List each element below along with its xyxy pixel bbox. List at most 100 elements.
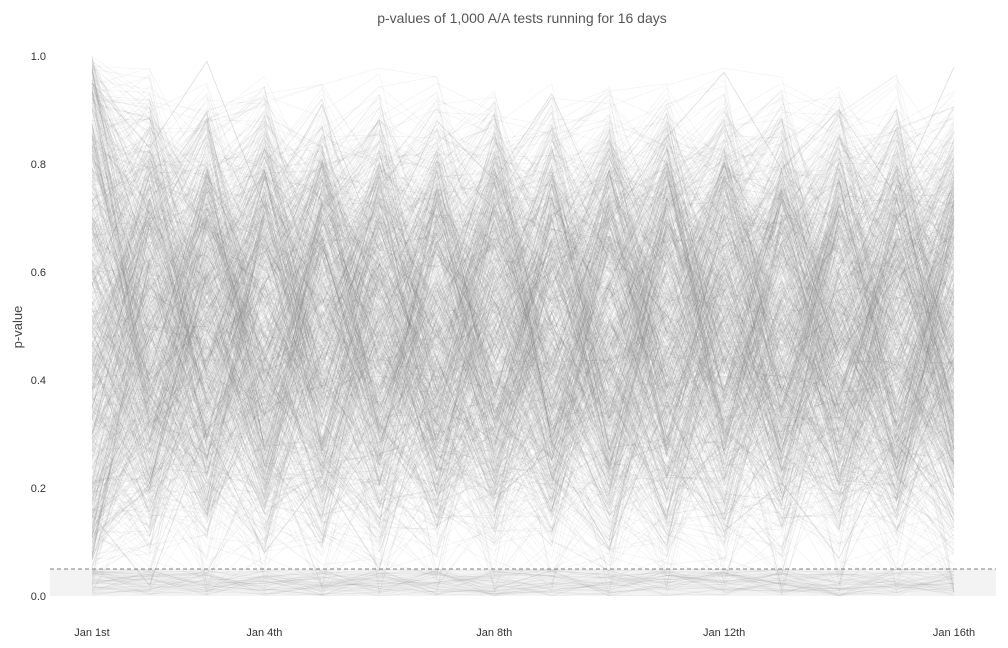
series-line [91, 106, 955, 537]
y-tick-label: 0.0 [31, 591, 46, 603]
series-line [91, 176, 955, 555]
x-tick-label: Jan 12th [703, 627, 745, 639]
series-line [91, 344, 955, 596]
threshold-shade [50, 569, 996, 596]
series-line [91, 133, 955, 503]
series-line [91, 264, 955, 566]
series-line [91, 197, 955, 538]
series-line [91, 142, 955, 521]
series-line [91, 207, 955, 479]
series-line [91, 100, 955, 558]
series-line [91, 172, 955, 557]
series-line [91, 118, 955, 551]
series-line [91, 90, 955, 554]
series-line [91, 245, 955, 593]
series-line [91, 144, 955, 559]
series-line [91, 74, 955, 523]
series-line [91, 123, 955, 486]
series-line [91, 169, 955, 522]
series-line [91, 143, 955, 463]
series-line [91, 150, 955, 443]
series-line [91, 57, 955, 518]
series-line [91, 122, 955, 548]
series-line [91, 139, 955, 555]
series-line [91, 176, 955, 468]
series-line [91, 119, 955, 500]
series-line [91, 163, 955, 546]
series-line [91, 162, 955, 534]
series-line [91, 156, 955, 482]
series-line [91, 182, 955, 517]
series-line [91, 75, 955, 486]
series-line [91, 98, 955, 514]
series-line [91, 134, 955, 439]
series-line [91, 82, 955, 442]
y-tick-label: 1.0 [31, 51, 46, 63]
series-line [91, 255, 955, 545]
series-line [91, 167, 955, 511]
series-line [91, 213, 955, 541]
series-line [91, 270, 955, 596]
series-line [91, 156, 955, 485]
series-line [91, 178, 955, 553]
series-line [91, 184, 955, 510]
series-line [91, 94, 955, 535]
series-line [91, 130, 955, 542]
series-line [91, 140, 955, 448]
series-line [91, 93, 955, 487]
series-line [91, 97, 955, 481]
series-line [91, 386, 955, 593]
series-line [91, 194, 955, 529]
series-line [91, 131, 955, 499]
series-line [91, 165, 955, 537]
series-line [91, 167, 955, 549]
series-line [91, 89, 955, 474]
series-line [91, 149, 955, 544]
series-line [91, 162, 955, 572]
series-line [91, 152, 955, 460]
series-line [91, 97, 955, 529]
series-line [91, 98, 955, 514]
series-line [91, 110, 955, 489]
series-line [91, 107, 955, 576]
series-line [91, 133, 955, 489]
series-line [91, 91, 955, 443]
series-line [91, 187, 955, 545]
series-line [91, 286, 955, 593]
series-line [91, 185, 955, 538]
series-line [91, 150, 955, 488]
series-line [91, 171, 955, 551]
series-line [91, 411, 955, 596]
series-line [91, 144, 955, 544]
series-line [91, 185, 955, 533]
series-line [91, 88, 955, 393]
series-line [91, 119, 955, 521]
series-line [91, 121, 955, 386]
series-line [91, 137, 955, 501]
series-line [91, 146, 955, 525]
series-line [91, 161, 955, 503]
series-line [91, 169, 955, 550]
series-line [91, 85, 955, 529]
series-line [91, 148, 955, 537]
series-line [91, 97, 955, 434]
series-line [91, 356, 955, 593]
series-line [91, 111, 955, 505]
series-line [91, 85, 955, 461]
series-line [91, 115, 955, 401]
series-line [91, 179, 955, 475]
series-line [91, 132, 955, 495]
series-line [91, 149, 955, 409]
series-line [91, 133, 955, 515]
series-line [91, 148, 955, 575]
series-line [91, 125, 955, 551]
series-line [91, 145, 955, 544]
series-line [91, 138, 955, 519]
series-line [91, 99, 955, 417]
series-line [91, 161, 955, 545]
series-line [91, 227, 955, 517]
series-line [91, 140, 955, 510]
series-line [91, 120, 955, 450]
series-line [91, 209, 955, 518]
